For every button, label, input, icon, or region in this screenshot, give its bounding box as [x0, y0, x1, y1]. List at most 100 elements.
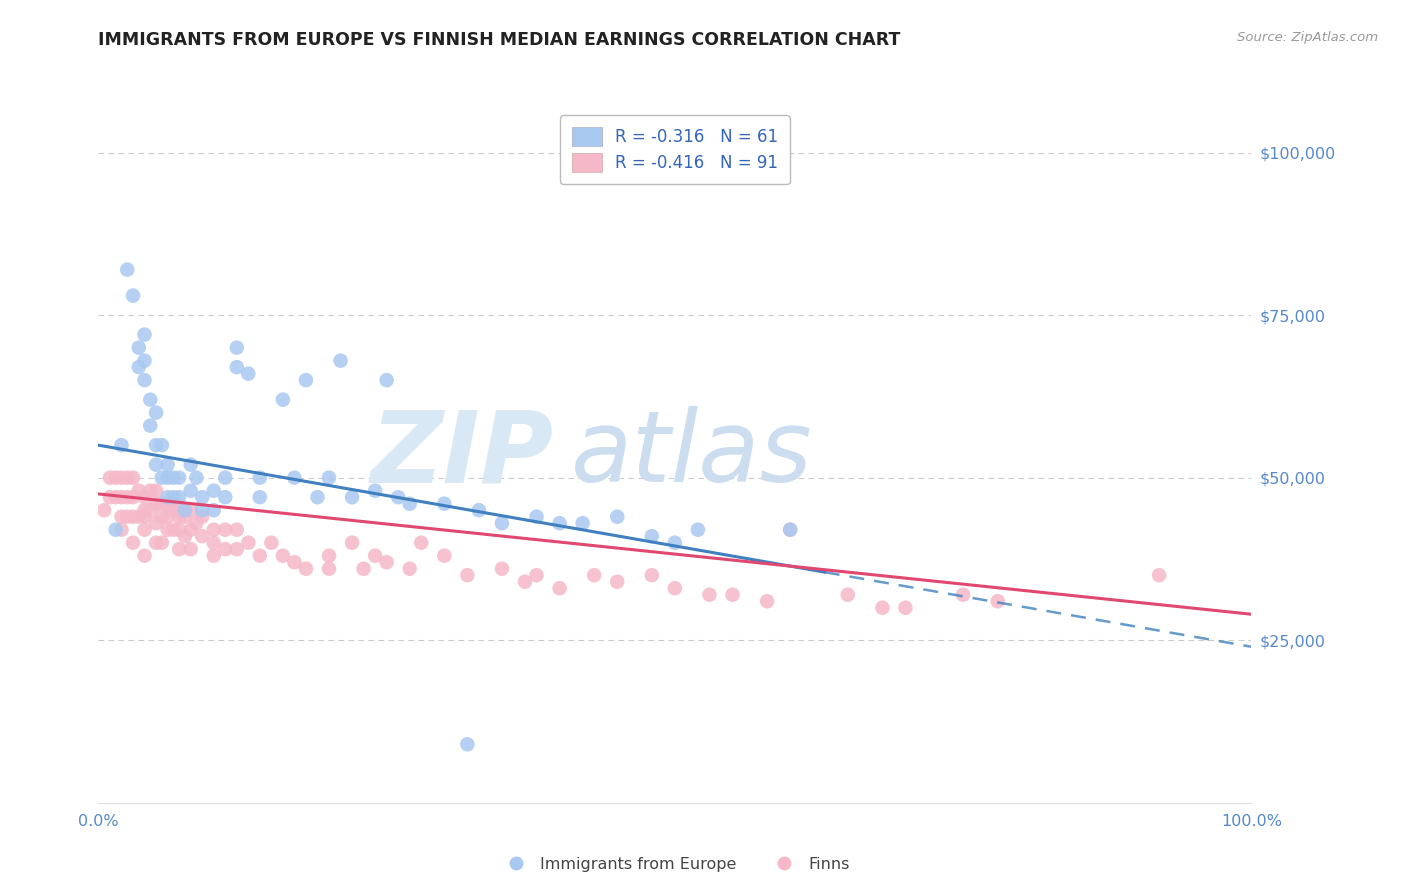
Point — [117, 490, 139, 504]
Point — [110, 523, 132, 537]
Point — [174, 529, 197, 543]
Point — [375, 373, 398, 387]
Point — [491, 516, 513, 531]
Point — [526, 568, 548, 582]
Point — [872, 600, 894, 615]
Point — [249, 549, 271, 563]
Point — [398, 497, 420, 511]
Point — [191, 529, 214, 543]
Point — [134, 373, 156, 387]
Point — [122, 509, 145, 524]
Point — [122, 535, 145, 549]
Point — [167, 509, 190, 524]
Point — [122, 471, 145, 485]
Point — [433, 549, 456, 563]
Point — [145, 483, 167, 498]
Point — [271, 392, 294, 407]
Point — [174, 509, 197, 524]
Point — [364, 483, 387, 498]
Point — [329, 353, 352, 368]
Point — [283, 555, 305, 569]
Point — [202, 535, 225, 549]
Point — [318, 562, 340, 576]
Point — [98, 490, 121, 504]
Point — [664, 581, 686, 595]
Point — [202, 483, 225, 498]
Text: atlas: atlas — [571, 407, 813, 503]
Point — [139, 392, 162, 407]
Point — [398, 562, 420, 576]
Point — [167, 542, 190, 557]
Point — [104, 490, 127, 504]
Point — [150, 535, 173, 549]
Point — [214, 471, 236, 485]
Point — [156, 458, 179, 472]
Point — [156, 497, 179, 511]
Point — [93, 503, 115, 517]
Point — [249, 490, 271, 504]
Point — [249, 471, 271, 485]
Point — [779, 523, 801, 537]
Point — [238, 535, 260, 549]
Point — [167, 471, 190, 485]
Point — [606, 574, 628, 589]
Point — [433, 497, 456, 511]
Point — [214, 542, 236, 557]
Point — [139, 503, 162, 517]
Point — [456, 737, 478, 751]
Point — [353, 562, 375, 576]
Point — [122, 288, 145, 302]
Point — [318, 549, 340, 563]
Point — [162, 471, 184, 485]
Point — [340, 535, 363, 549]
Text: Source: ZipAtlas.com: Source: ZipAtlas.com — [1237, 31, 1378, 45]
Point — [340, 490, 363, 504]
Point — [699, 588, 721, 602]
Point — [139, 483, 162, 498]
Point — [271, 549, 294, 563]
Point — [110, 471, 132, 485]
Point — [664, 535, 686, 549]
Point — [191, 490, 214, 504]
Point — [686, 523, 709, 537]
Point — [571, 516, 593, 531]
Point — [145, 516, 167, 531]
Point — [526, 509, 548, 524]
Point — [225, 341, 247, 355]
Point — [150, 497, 173, 511]
Point — [260, 535, 283, 549]
Point — [145, 458, 167, 472]
Point — [387, 490, 409, 504]
Legend: Immigrants from Europe, Finns: Immigrants from Europe, Finns — [494, 851, 856, 879]
Point — [191, 509, 214, 524]
Point — [513, 574, 536, 589]
Point — [110, 490, 132, 504]
Point — [548, 581, 571, 595]
Text: IMMIGRANTS FROM EUROPE VS FINNISH MEDIAN EARNINGS CORRELATION CHART: IMMIGRANTS FROM EUROPE VS FINNISH MEDIAN… — [98, 31, 901, 49]
Point — [117, 509, 139, 524]
Point — [156, 523, 179, 537]
Point — [162, 523, 184, 537]
Point — [894, 600, 917, 615]
Point — [128, 509, 150, 524]
Point — [779, 523, 801, 537]
Point — [98, 471, 121, 485]
Point — [167, 503, 190, 517]
Point — [283, 471, 305, 485]
Point — [583, 568, 606, 582]
Point — [952, 588, 974, 602]
Point — [606, 509, 628, 524]
Point — [756, 594, 779, 608]
Point — [318, 471, 340, 485]
Point — [104, 523, 127, 537]
Point — [134, 353, 156, 368]
Point — [307, 490, 329, 504]
Point — [491, 562, 513, 576]
Point — [122, 490, 145, 504]
Point — [156, 490, 179, 504]
Point — [150, 438, 173, 452]
Point — [145, 535, 167, 549]
Point — [162, 503, 184, 517]
Point — [162, 490, 184, 504]
Point — [117, 262, 139, 277]
